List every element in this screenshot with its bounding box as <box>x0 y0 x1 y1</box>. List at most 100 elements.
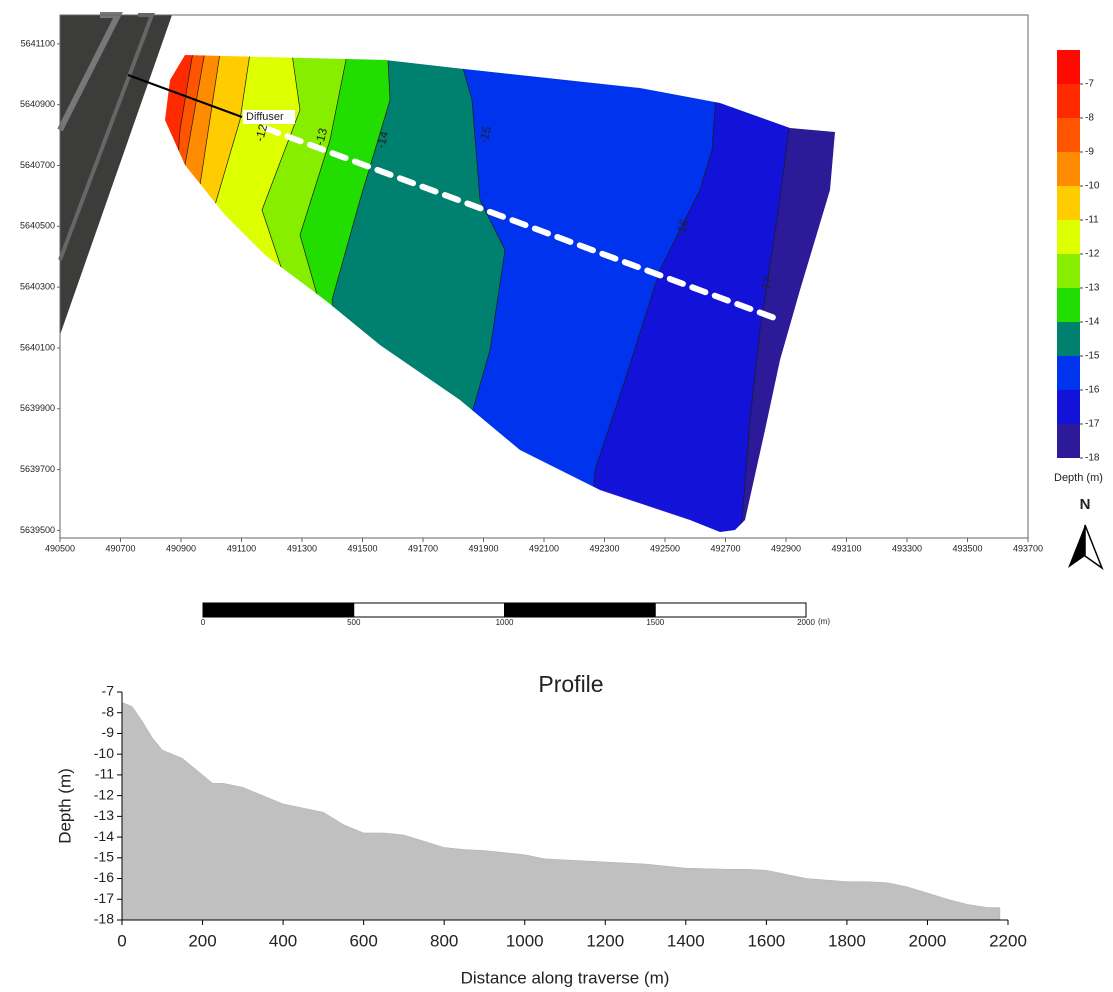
y-tick-label: -14 <box>94 828 114 844</box>
y-tick-label: -10 <box>94 745 114 761</box>
y-tick-label: 5640100 <box>20 342 55 352</box>
colorbar-swatch <box>1057 50 1080 84</box>
x-tick-label: 490700 <box>105 543 135 553</box>
colorbar-tick-label: -8 <box>1085 113 1094 124</box>
x-tick-label: 490900 <box>166 543 196 553</box>
traverse-line <box>262 125 783 323</box>
y-tick-label: -8 <box>102 703 115 719</box>
arrow-left <box>1068 525 1085 568</box>
x-tick-label: 491100 <box>227 543 256 553</box>
colorbar-tick-label: -14 <box>1085 317 1100 328</box>
y-tick-label: -13 <box>94 807 114 823</box>
contour-label: -17 <box>757 274 775 295</box>
y-tick-label: 5639500 <box>20 525 55 535</box>
diffuser-line <box>127 74 243 118</box>
depth-band <box>590 55 800 532</box>
x-tick-label: 400 <box>269 931 297 950</box>
colorbar-swatch <box>1057 288 1080 322</box>
chart-title: Profile <box>538 671 603 697</box>
y-tick-label: -9 <box>102 724 115 740</box>
colorbar-swatch <box>1057 424 1080 458</box>
y-tick-label: 5639700 <box>20 464 55 474</box>
x-tick-label: 493700 <box>1013 543 1043 553</box>
scale-label: 1500 <box>646 618 664 627</box>
x-tick-label: 1200 <box>586 931 624 950</box>
y-tick-label: -18 <box>94 911 114 927</box>
x-tick-label: 492700 <box>710 543 740 553</box>
x-tick-label: 491900 <box>468 543 498 553</box>
scale-segment <box>353 602 505 618</box>
y-tick-label: -15 <box>94 849 114 865</box>
contour-label: -16 <box>673 217 691 238</box>
colorbar-swatch <box>1057 390 1080 424</box>
x-tick-label: 493100 <box>831 543 861 553</box>
y-tick-label: -11 <box>95 766 114 782</box>
y-tick-label: 5640300 <box>20 282 55 292</box>
colorbar-tick-label: -7 <box>1085 79 1094 90</box>
x-tick-label: 490500 <box>45 543 75 553</box>
colorbar-swatch <box>1057 220 1080 254</box>
colorbar-swatch <box>1057 152 1080 186</box>
y-tick-label: -12 <box>94 786 114 802</box>
colorbar-tick-label: -11 <box>1085 215 1099 226</box>
x-tick-label: 200 <box>188 931 216 950</box>
x-axis-label: Distance along traverse (m) <box>461 968 670 987</box>
contour-label: -13 <box>312 126 330 147</box>
x-tick-label: 1800 <box>828 931 866 950</box>
arrow-right <box>1084 524 1104 571</box>
x-tick-label: 491700 <box>408 543 438 553</box>
y-tick-label: -16 <box>94 869 114 885</box>
contour-line <box>589 55 721 532</box>
colorbar-tick-label: -17 <box>1085 419 1100 430</box>
x-tick-label: 492900 <box>771 543 801 553</box>
x-tick-label: 1400 <box>667 931 705 950</box>
x-tick-label: 800 <box>430 931 458 950</box>
x-tick-label: 600 <box>349 931 377 950</box>
satellite-strip <box>60 15 172 335</box>
colorbar-tick-label: -12 <box>1085 249 1100 260</box>
x-tick-label: 492500 <box>650 543 680 553</box>
x-tick-label: 492300 <box>589 543 619 553</box>
contour-label: -12 <box>252 122 270 143</box>
x-tick-label: 1600 <box>747 931 785 950</box>
north-label: N <box>1080 496 1091 513</box>
colorbar-tick-label: -15 <box>1085 351 1100 362</box>
x-tick-label: 493300 <box>892 543 922 553</box>
scale-label: 2000 <box>797 618 815 627</box>
x-tick-label: 491500 <box>347 543 377 553</box>
scale-label: 500 <box>347 618 361 627</box>
profile-area <box>121 701 1001 921</box>
colorbar-swatch <box>1057 118 1080 152</box>
x-tick-label: 491300 <box>287 543 317 553</box>
x-tick-label: 2200 <box>989 931 1027 950</box>
colorbar-swatch <box>1057 356 1080 390</box>
y-tick-label: 5640900 <box>20 99 55 109</box>
scale-segment <box>504 602 656 618</box>
colorbar-swatch <box>1057 254 1080 288</box>
contour-label: -15 <box>476 124 494 145</box>
x-tick-label: 2000 <box>909 931 947 950</box>
colorbar-swatch <box>1057 322 1080 356</box>
x-tick-label: 492100 <box>529 543 559 553</box>
y-tick-label: 5641100 <box>21 38 55 48</box>
colorbar-tick-label: -9 <box>1085 147 1094 158</box>
colorbar-tick-label: -13 <box>1085 283 1100 294</box>
scale-label: 1000 <box>496 618 514 627</box>
colorbar-tick-label: -16 <box>1085 385 1100 396</box>
diffuser-box <box>243 110 295 124</box>
scale-unit: (m) <box>818 617 830 626</box>
y-tick-label: 5640700 <box>20 160 55 170</box>
x-tick-label: 1000 <box>506 931 544 950</box>
diffuser-label: Diffuser <box>246 111 284 123</box>
y-axis-label: Depth (m) <box>55 768 74 844</box>
colorbar-label: Depth (m) <box>1054 472 1103 484</box>
y-tick-label: -17 <box>94 890 114 906</box>
y-tick-label: -7 <box>102 683 115 699</box>
contour-line <box>739 55 801 532</box>
scale-label: 0 <box>201 618 206 627</box>
x-tick-label: 0 <box>117 931 126 950</box>
colorbar-tick-label: -10 <box>1085 181 1100 192</box>
depth-band <box>455 55 720 532</box>
colorbar-tick-label: -18 <box>1085 453 1100 464</box>
